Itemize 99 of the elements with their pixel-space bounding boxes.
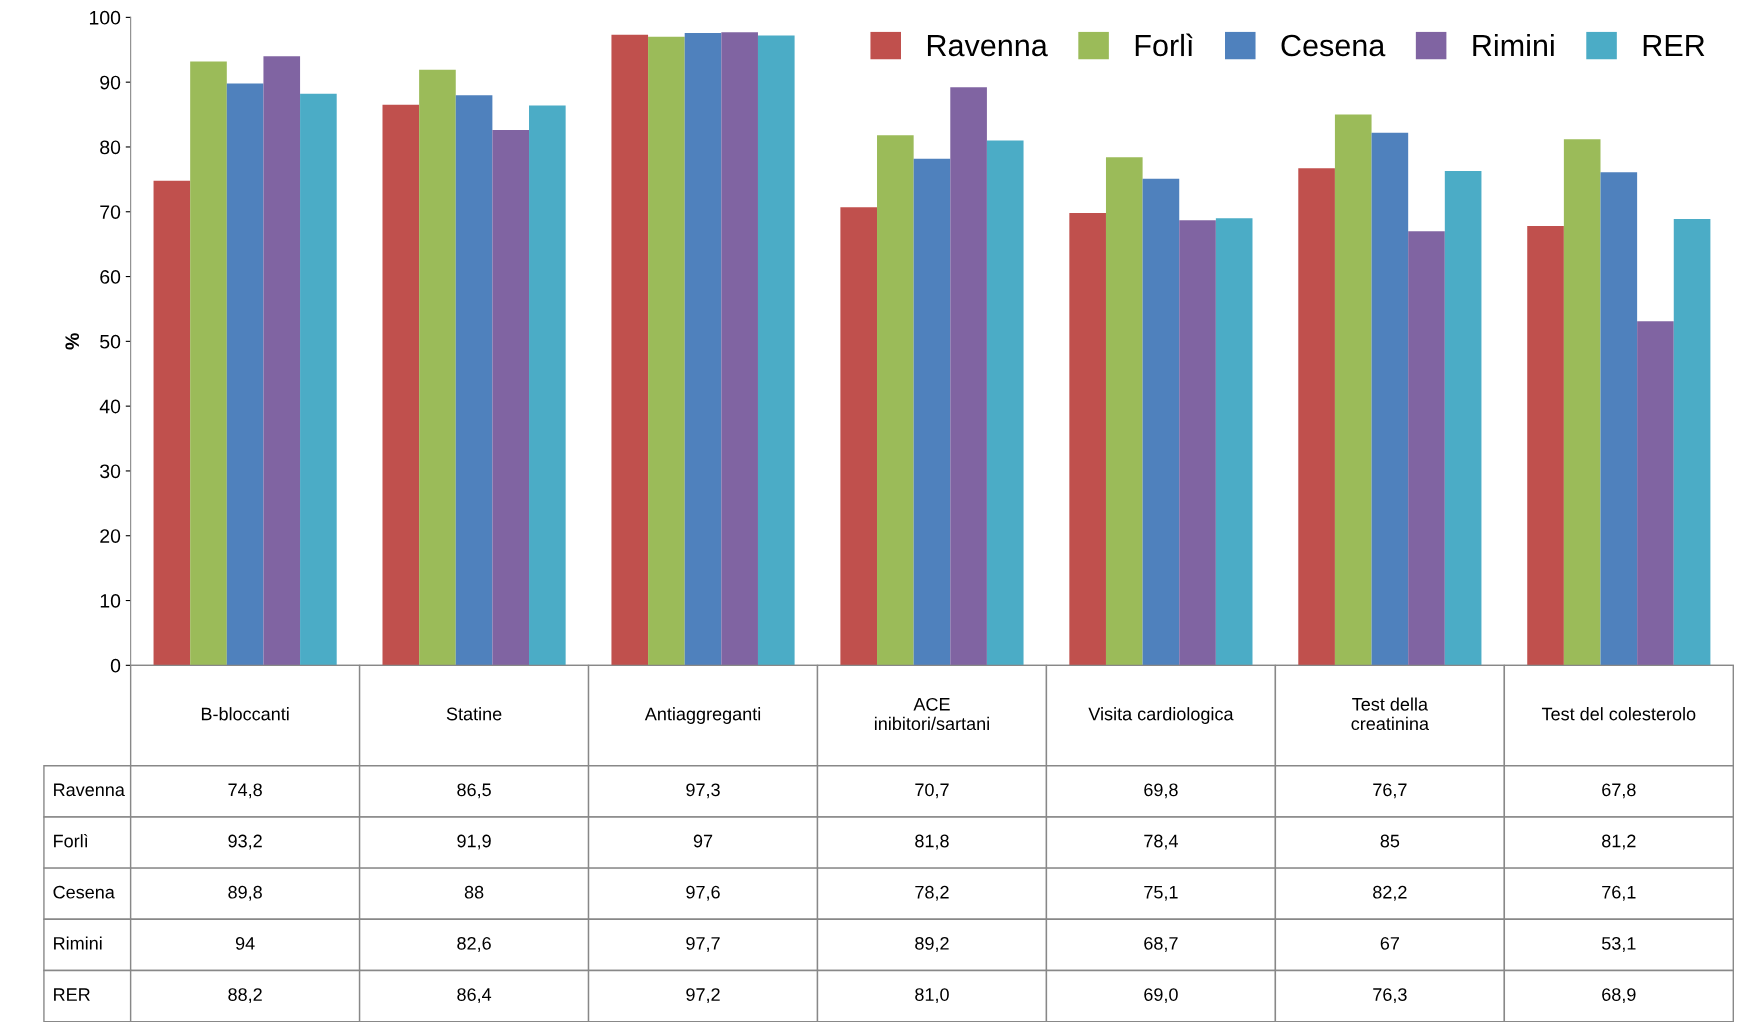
bar — [419, 69, 456, 666]
data-label: 82,6 — [457, 936, 491, 952]
data-label: 53,1 — [1601, 936, 1636, 952]
bar — [1527, 226, 1564, 666]
data-label: 67,8 — [1602, 783, 1636, 799]
y-tick-label: 80 — [100, 140, 121, 155]
y-tick-label: 0 — [110, 658, 121, 673]
data-label: 91,9 — [457, 834, 491, 850]
data-label: 97,3 — [686, 783, 720, 799]
data-label: 93,2 — [228, 834, 262, 850]
y-tick-label: 20 — [100, 529, 121, 543]
bar — [153, 180, 191, 666]
data-label: 69,0 — [1144, 988, 1178, 1004]
legend-label: Ravenna — [927, 35, 1048, 57]
bar — [840, 207, 878, 666]
bar — [757, 35, 795, 666]
text: RER — [54, 988, 90, 1001]
y-tick-label: 60 — [100, 270, 121, 284]
data-label: 85 — [1380, 834, 1400, 848]
y-tick-label: 30 — [100, 464, 121, 479]
data-label: 88 — [464, 885, 484, 899]
bar — [648, 36, 685, 666]
bar — [1179, 220, 1216, 666]
bar — [1637, 321, 1674, 666]
data-label: 68,9 — [1602, 988, 1636, 1004]
bar — [1142, 178, 1180, 666]
data-label: 67 — [1380, 936, 1399, 950]
bar — [1371, 132, 1409, 666]
x-tick-label: B-bloccanti — [201, 707, 289, 721]
y-tick-label: 100 — [89, 10, 121, 25]
x-tick-label: ACE inibitori/sartani — [874, 697, 989, 731]
data-label: 76,1 — [1602, 885, 1636, 901]
data-label: 88,2 — [228, 988, 262, 1004]
y-axis-title: % — [65, 333, 80, 350]
data-label: 97,6 — [686, 885, 720, 901]
bar — [1105, 157, 1143, 666]
data-label: 97,2 — [686, 988, 720, 1004]
text: Rimini — [54, 936, 102, 950]
legend-label: Forlì — [1135, 33, 1193, 57]
bar — [684, 32, 722, 666]
data-label: 78,4 — [1144, 834, 1178, 850]
bar — [1215, 218, 1253, 666]
data-label: 74,8 — [228, 783, 262, 799]
bar — [1298, 168, 1335, 666]
bar — [190, 61, 227, 666]
bar — [226, 83, 264, 666]
data-label: 97 — [693, 834, 713, 848]
data-label: 76,3 — [1373, 988, 1407, 1004]
bar — [1408, 231, 1445, 666]
data-label: 82,2 — [1373, 885, 1407, 901]
bar — [1600, 172, 1638, 666]
data-label: 97,7 — [686, 936, 720, 952]
x-tick-label: Test del colesterolo — [1541, 707, 1696, 721]
data-label: 68,7 — [1144, 936, 1178, 952]
bar — [950, 87, 987, 666]
bar — [986, 140, 1024, 666]
x-tick-label: Visita cardiologica — [1088, 707, 1234, 724]
bar — [1563, 139, 1601, 666]
bar — [611, 34, 649, 666]
legend-label: Cesena — [1281, 34, 1386, 57]
text: Ravenna — [54, 783, 125, 797]
legend-label: RER — [1643, 35, 1705, 57]
x-tick-label: Statine — [446, 707, 502, 721]
bar — [1673, 218, 1711, 666]
bar — [1334, 114, 1372, 666]
bar — [1069, 213, 1106, 666]
data-label: 94 — [235, 936, 255, 950]
bar — [529, 105, 566, 666]
data-label: 76,7 — [1373, 783, 1407, 799]
y-tick-label: 40 — [99, 399, 121, 414]
x-tick-label: Test della creatinina — [1351, 697, 1430, 731]
bar — [382, 104, 420, 666]
data-label: 81,8 — [915, 834, 949, 850]
y-tick-label: 50 — [100, 334, 121, 349]
data-label: 70,7 — [915, 783, 949, 799]
y-tick-label: 10 — [100, 594, 121, 608]
legend-label: Rimini — [1473, 33, 1554, 57]
bar — [455, 95, 493, 666]
bar — [263, 56, 301, 666]
bar — [300, 93, 337, 666]
data-label: 81,0 — [915, 988, 949, 1004]
data-label: 69,8 — [1144, 783, 1178, 799]
data-label: 78,2 — [915, 885, 949, 901]
data-label: 86,4 — [457, 988, 492, 1004]
data-label: 89,8 — [228, 885, 262, 901]
bar — [913, 158, 951, 666]
data-label: 89,2 — [915, 936, 949, 952]
text: Forlì — [54, 833, 88, 848]
y-tick-label: 90 — [100, 75, 121, 90]
bar — [721, 32, 758, 666]
text: Cesena — [53, 885, 115, 899]
x-tick-label: Antiaggreganti — [644, 707, 761, 724]
bar — [1444, 170, 1482, 666]
data-label: 75,1 — [1144, 885, 1178, 901]
data-label: 81,2 — [1602, 834, 1636, 850]
bar — [877, 135, 914, 666]
bar — [492, 130, 530, 666]
y-tick-label: 70 — [100, 205, 121, 219]
data-label: 86,5 — [457, 783, 491, 799]
